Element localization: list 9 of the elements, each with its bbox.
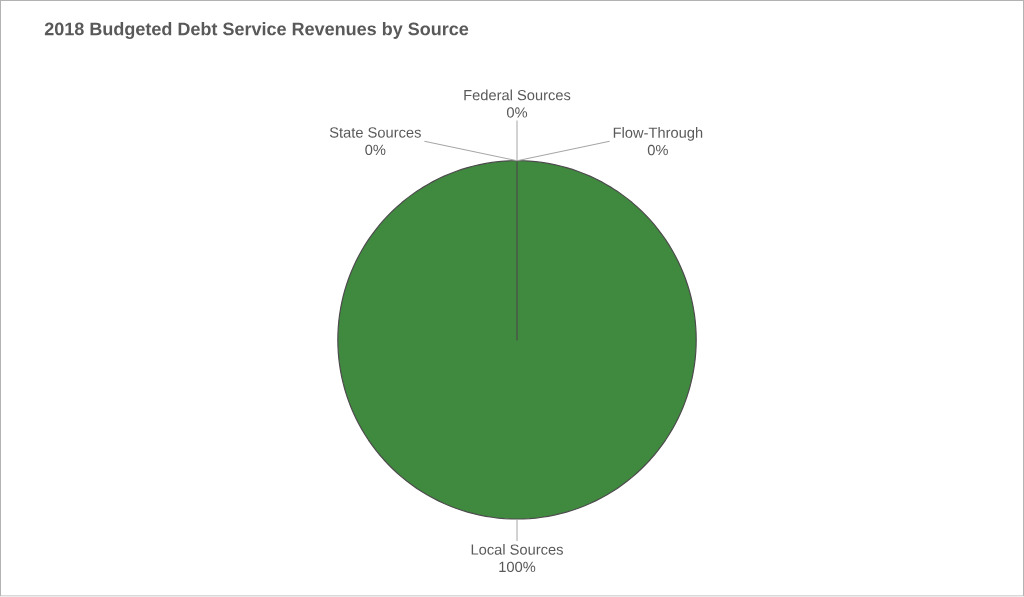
- text: 0%: [365, 144, 386, 156]
- text: 0%: [647, 145, 668, 156]
- category-label: State Sources: [329, 127, 421, 138]
- text: 0%: [506, 107, 528, 118]
- category-label: Flow-Through: [613, 127, 703, 141]
- category-label: Federal Sources: [464, 89, 571, 101]
- chart-title: 2018 Budgeted Debt Service Revenues by Source: [44, 22, 469, 40]
- data-label: 100%: [499, 561, 536, 573]
- slice-label: Local Sources: [471, 544, 563, 555]
